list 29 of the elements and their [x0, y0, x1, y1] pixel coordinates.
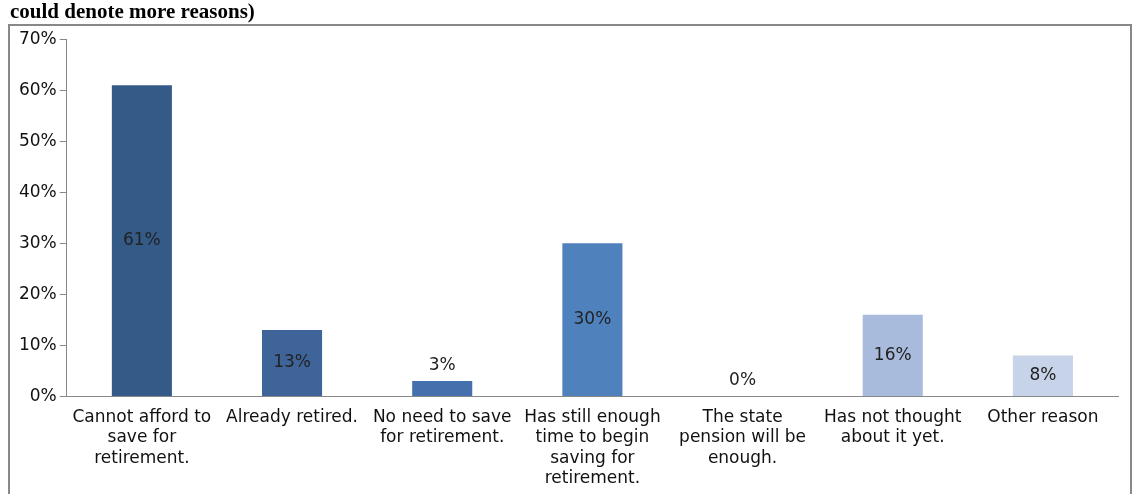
data-label: 30%	[573, 308, 612, 329]
bar	[862, 314, 923, 396]
x-tick-label: The state pension will be enough.	[679, 406, 807, 467]
y-tick-label: 30%	[18, 231, 57, 252]
y-tick-label: 70%	[18, 27, 57, 48]
y-tick-label: 50%	[18, 129, 57, 150]
x-tick-label: Has still enough time to begin saving for retirement.	[524, 406, 661, 488]
y-tick-label: 10%	[18, 333, 57, 354]
data-label: 16%	[873, 343, 912, 364]
y-tick-label: 20%	[18, 282, 57, 303]
y-tick-label: 0%	[29, 384, 57, 405]
x-tick-label: Other reason	[987, 406, 1099, 427]
data-label: 13%	[273, 351, 311, 372]
bar	[562, 243, 623, 396]
x-tick-label: Has not thought about it yet.	[823, 406, 962, 447]
x-tick-label: Cannot afford to save for retirement.	[72, 406, 212, 467]
data-label: 3%	[428, 353, 456, 374]
y-tick-label: 60%	[18, 78, 57, 99]
x-tick-label: No need to save for retirement.	[372, 406, 512, 447]
bar	[412, 381, 473, 396]
y-tick-label: 40%	[18, 180, 57, 201]
bar	[111, 85, 172, 396]
chart-title: could denote more reasons)	[9, 0, 256, 24]
data-label: 0%	[729, 368, 757, 389]
x-tick-label: Already retired.	[226, 406, 358, 427]
data-label: 8%	[1029, 364, 1057, 385]
data-label: 61%	[122, 228, 161, 249]
bar	[1012, 355, 1073, 396]
bar	[262, 330, 323, 396]
